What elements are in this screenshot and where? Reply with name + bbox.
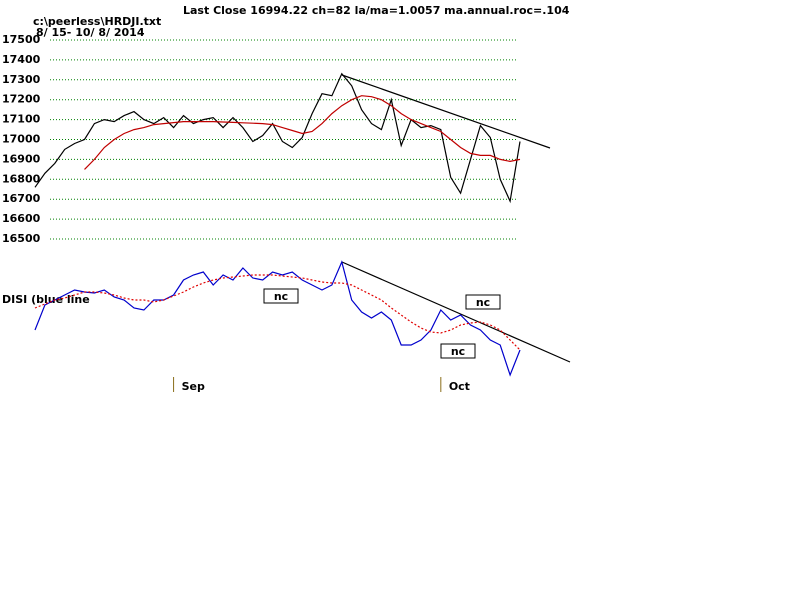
y-tick-label: 16500 <box>2 232 41 245</box>
trend-line <box>341 261 571 363</box>
annotation: nc <box>451 345 465 358</box>
annotation-box <box>465 294 501 310</box>
y-tick-label: 17400 <box>2 53 41 66</box>
x-tick-label: Oct <box>449 380 470 393</box>
y-tick-label: 16700 <box>2 192 41 205</box>
y-tick-label: 17300 <box>2 73 41 86</box>
file-name: c:\peerless\HRDJI.txt <box>33 15 161 28</box>
series-line <box>34 260 521 377</box>
y-tick-label: 16800 <box>2 172 41 185</box>
trend-line <box>341 74 551 149</box>
y-tick-label: 17200 <box>2 93 41 106</box>
y-tick-label: 17100 <box>2 113 41 126</box>
y-tick-label: 16600 <box>2 212 41 225</box>
date-range: 8/ 15- 10/ 8/ 2014 <box>36 26 145 39</box>
x-tick-label: Sep <box>182 380 205 393</box>
series-line <box>34 72 521 204</box>
annotation-box <box>263 288 299 304</box>
y-tick-label: 16900 <box>2 152 41 165</box>
y-tick-label: 17000 <box>2 133 41 146</box>
annotation: nc <box>476 296 490 309</box>
y-tick-label: 17500 <box>2 33 41 46</box>
chart-title: Last Close 16994.22 ch=82 la/ma=1.0057 m… <box>183 4 570 17</box>
annotation-box <box>440 343 476 359</box>
annotation: nc <box>274 290 288 303</box>
moving-average <box>84 95 521 170</box>
disi-label: DISI (blue line <box>2 293 90 306</box>
